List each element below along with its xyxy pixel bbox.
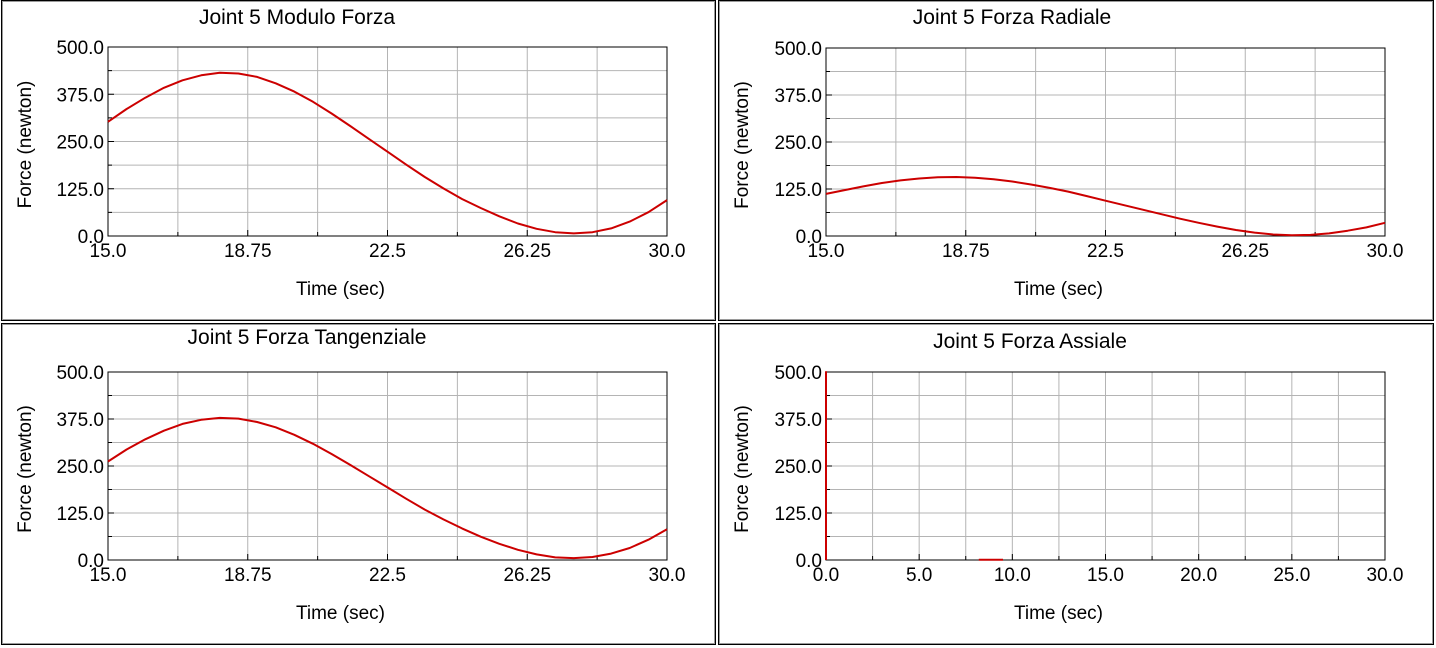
chart-title: Joint 5 Forza Assiale — [933, 330, 1127, 353]
series-line — [107, 71, 668, 235]
chart-panel-forza-radiale: Joint 5 Forza Radiale 15.0 18.75 22.5 26.25 3… — [718, 0, 1434, 321]
x-tick-label: 15.0 — [90, 241, 127, 262]
x-tick-label: 0.0 — [813, 565, 839, 586]
x-tick-label: 18.75 — [224, 241, 272, 262]
chart-panel-forza-assiale: Joint 5 Forza Assiale 0.0 5.0 10.0 15.0 20.0 2… — [718, 323, 1434, 645]
y-tick-label: 125.0 — [774, 180, 822, 201]
x-tick-label: 15.0 — [1087, 565, 1124, 586]
x-tick-label: 25.0 — [1273, 565, 1310, 586]
x-tick-label: 10.0 — [994, 565, 1031, 586]
y-tick-label: 375.0 — [56, 410, 104, 431]
x-tick-label: 30.0 — [649, 241, 686, 262]
y-tick-label: 0.0 — [78, 227, 104, 248]
x-tick-label: 18.75 — [224, 565, 272, 586]
x-tick-label: 15.0 — [808, 241, 845, 262]
y-tick-label: 250.0 — [774, 457, 822, 478]
y-axis-label: Force (newton) — [15, 81, 36, 209]
x-tick-label: 30.0 — [1367, 241, 1404, 262]
chart-panel-forza-tangenziale: Joint 5 Forza Tangenziale 15.0 18.75 22.5 26… — [1, 323, 716, 645]
y-tick-label: 500.0 — [774, 39, 822, 60]
y-tick-label: 375.0 — [774, 410, 822, 431]
y-tick-label: 125.0 — [56, 504, 104, 525]
chart-title: Joint 5 Forza Tangenziale — [188, 326, 427, 349]
x-tick-label: 26.25 — [503, 565, 551, 586]
x-axis-label: Time (sec) — [296, 279, 385, 300]
chart-svg: Joint 5 Modulo Forza 15.0 18.75 22.5 26.25 30… — [15, 6, 686, 300]
chart-title: Joint 5 Forza Radiale — [913, 6, 1111, 29]
y-tick-label: 500.0 — [774, 363, 822, 384]
x-tick-label: 15.0 — [90, 565, 127, 586]
y-tick-label: 500.0 — [56, 363, 104, 384]
x-axis-label: Time (sec) — [1014, 279, 1103, 300]
y-tick-label: 125.0 — [774, 504, 822, 525]
x-tick-label: 26.25 — [1221, 241, 1269, 262]
x-tick-label: 20.0 — [1180, 565, 1217, 586]
y-tick-label: 0.0 — [78, 551, 104, 572]
x-tick-label: 5.0 — [906, 565, 932, 586]
y-tick-label: 250.0 — [774, 133, 822, 154]
chart-svg: Joint 5 Forza Assiale 0.0 5.0 10.0 15.0 20.0 2… — [732, 330, 1404, 624]
x-axis-label: Time (sec) — [296, 603, 385, 624]
y-tick-label: 0.0 — [796, 227, 822, 248]
y-axis-label: Force (newton) — [732, 81, 753, 209]
series-line — [825, 176, 1386, 237]
y-tick-label: 375.0 — [56, 85, 104, 106]
y-tick-label: 125.0 — [56, 180, 104, 201]
series-line — [107, 416, 668, 560]
x-axis-label: Time (sec) — [1014, 603, 1103, 624]
chart-svg: Joint 5 Forza Radiale 15.0 18.75 22.5 26.25 3… — [732, 6, 1404, 300]
chart-panel-modulo-forza: Joint 5 Modulo Forza 15.0 18.75 22.5 26.25 30… — [1, 0, 716, 321]
y-axis-label: Force (newton) — [732, 405, 753, 533]
y-tick-label: 0.0 — [796, 551, 822, 572]
x-tick-label: 26.25 — [503, 241, 551, 262]
x-tick-label: 22.5 — [369, 565, 406, 586]
x-tick-label: 30.0 — [649, 565, 686, 586]
y-tick-label: 500.0 — [56, 38, 104, 59]
y-tick-label: 250.0 — [56, 457, 104, 478]
y-tick-label: 375.0 — [774, 86, 822, 107]
x-tick-label: 30.0 — [1367, 565, 1404, 586]
chart-svg: Joint 5 Forza Tangenziale 15.0 18.75 22.5 26… — [15, 326, 686, 624]
x-tick-label: 22.5 — [1087, 241, 1124, 262]
y-axis-label: Force (newton) — [15, 405, 36, 533]
y-tick-label: 250.0 — [56, 133, 104, 154]
x-tick-label: 18.75 — [942, 241, 990, 262]
x-tick-label: 22.5 — [369, 241, 406, 262]
chart-title: Joint 5 Modulo Forza — [199, 6, 395, 29]
